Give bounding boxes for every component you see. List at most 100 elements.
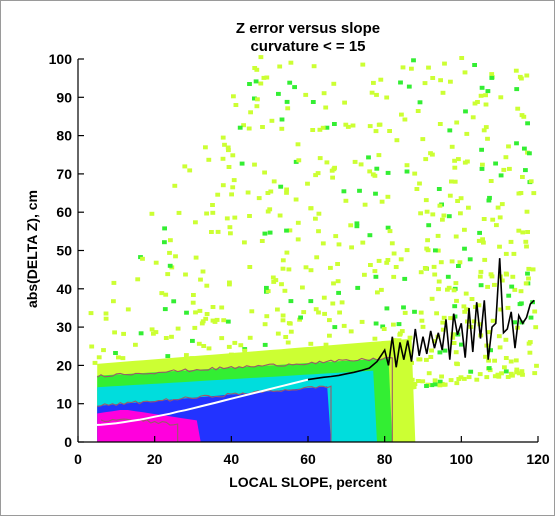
density-cell [533, 325, 539, 330]
density-cell [230, 185, 236, 190]
density-cell [404, 248, 410, 253]
density-cell [330, 175, 335, 180]
density-cell [348, 329, 354, 334]
density-cell [184, 353, 189, 358]
density-cell [525, 230, 530, 234]
density-cell [496, 334, 502, 339]
density-cell [248, 110, 253, 115]
density-cell [226, 148, 231, 153]
density-cell [303, 265, 309, 270]
density-cell [280, 313, 286, 318]
density-cell [498, 307, 504, 312]
density-cell [214, 317, 220, 322]
density-cell [354, 221, 360, 226]
density-cell [514, 141, 519, 146]
density-cell [275, 307, 280, 312]
density-cell [231, 178, 237, 183]
density-cell [173, 254, 178, 259]
density-cell [265, 209, 271, 214]
density-cell [527, 151, 532, 156]
density-cell [432, 382, 438, 387]
density-cell [220, 156, 226, 161]
density-cell [503, 369, 509, 374]
density-cell [327, 318, 332, 323]
density-cell [396, 322, 402, 327]
density-cell [279, 126, 285, 131]
density-cell [232, 340, 238, 345]
density-cell [239, 161, 245, 166]
density-cell [449, 144, 455, 149]
density-cell [462, 70, 468, 75]
density-cell [462, 246, 467, 251]
density-cell [268, 189, 274, 194]
density-cell [258, 55, 264, 60]
density-cell [292, 85, 297, 90]
density-cell [384, 95, 390, 100]
density-cell [406, 84, 412, 89]
density-cell [402, 276, 408, 281]
density-cell [425, 238, 430, 243]
density-cell [162, 226, 167, 231]
density-cell [300, 285, 305, 290]
density-cell [385, 225, 391, 230]
density-cell [279, 282, 284, 287]
density-cell [316, 310, 321, 315]
density-cell [484, 375, 490, 380]
y-tick-label: 60 [56, 204, 72, 220]
density-cell [440, 327, 446, 332]
density-cell [209, 230, 214, 234]
density-cell [497, 345, 503, 350]
density-cell [163, 336, 169, 340]
density-cell [436, 287, 441, 292]
density-cell [316, 211, 322, 216]
density-cell [430, 212, 436, 217]
density-cell [398, 80, 403, 85]
density-cell [391, 322, 396, 327]
density-cell [165, 354, 171, 359]
x-tick-label: 40 [224, 451, 240, 467]
density-cell [153, 260, 159, 265]
density-cell [478, 269, 484, 274]
density-cell [113, 351, 118, 355]
density-cell [197, 308, 203, 313]
density-cell [420, 324, 426, 329]
density-cell [190, 300, 196, 305]
density-cell [375, 290, 380, 295]
density-cell [498, 95, 504, 100]
density-cell [448, 378, 454, 383]
density-cell [503, 251, 509, 256]
density-cell [418, 270, 424, 275]
density-cell [497, 215, 503, 220]
density-cell [200, 269, 206, 274]
density-cell [203, 316, 209, 321]
density-cell [513, 358, 519, 363]
density-cell [507, 166, 512, 171]
density-cell [402, 117, 408, 122]
density-cell [391, 338, 397, 343]
density-cell [456, 157, 461, 162]
density-cell [88, 311, 94, 316]
density-cell [237, 125, 243, 130]
density-cell [523, 281, 529, 286]
density-cell [125, 307, 131, 312]
density-cell [483, 102, 489, 107]
density-cell [380, 324, 386, 329]
density-cell [429, 296, 435, 301]
density-cell [523, 168, 528, 173]
density-cell [247, 82, 252, 86]
density-cell [476, 238, 482, 243]
density-cell [487, 195, 492, 200]
density-cell [203, 145, 208, 150]
density-cell [162, 240, 167, 245]
density-cell [149, 327, 155, 332]
density-cell [313, 307, 319, 312]
density-cell [256, 196, 262, 201]
density-cell [445, 274, 451, 279]
density-cell [226, 165, 232, 169]
density-cell [369, 90, 375, 95]
density-cell [447, 193, 453, 198]
density-cell [523, 239, 529, 244]
density-cell [138, 331, 144, 336]
density-cell [297, 317, 302, 322]
density-cell [429, 348, 434, 353]
